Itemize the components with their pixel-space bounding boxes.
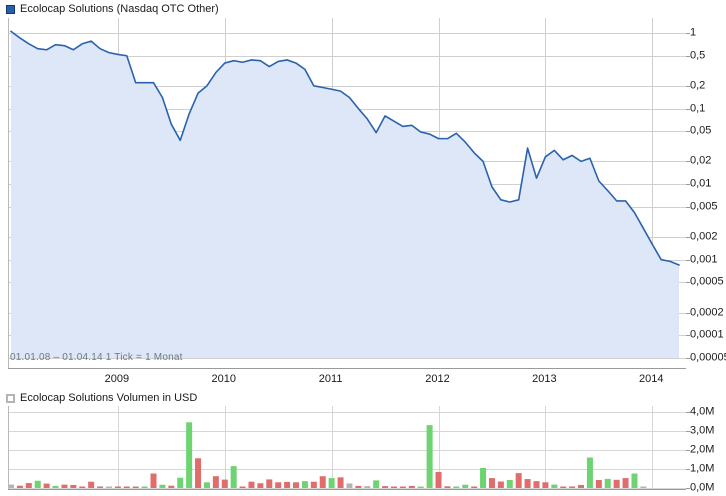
price-panel-title: Ecolocap Solutions (Nasdaq OTC Other)	[20, 3, 219, 15]
price-y-tick-mark	[686, 161, 690, 162]
volume-chart-svg	[9, 406, 687, 490]
x-tick-label-2010: 2010	[211, 373, 236, 385]
volume-y-tick-label: 3,0M	[690, 424, 715, 437]
price-y-tick-mark	[686, 56, 690, 57]
price-y-tick-mark	[686, 335, 690, 336]
price-y-tick-label: 0,5	[690, 49, 706, 62]
price-y-tick-label: 0,001	[690, 253, 718, 266]
x-tick-label-2009: 2009	[104, 373, 130, 385]
price-y-tick-label: 0,005	[690, 200, 718, 213]
volume-axis-baseline	[8, 489, 686, 490]
price-y-tick-label: 0,0005	[690, 275, 724, 288]
price-y-tick-mark	[686, 282, 690, 283]
volume-y-tick-label: 1,0M	[690, 462, 715, 475]
volume-panel-legend: Ecolocap Solutions Volumen in USD	[6, 391, 197, 406]
price-y-tick-label: 0,05	[690, 124, 712, 137]
price-panel-legend: Ecolocap Solutions (Nasdaq OTC Other)	[6, 2, 219, 17]
volume-y-tick-label: 0,0M	[690, 481, 715, 494]
x-tick-label-2014: 2014	[639, 373, 664, 385]
price-y-tick-label: 0,1	[690, 102, 706, 115]
filled-square-icon	[6, 5, 15, 14]
price-chart-plot[interactable]	[8, 18, 687, 368]
price-y-tick-mark	[686, 131, 690, 132]
price-y-tick-mark	[686, 237, 690, 238]
volume-y-tick-label: 4,0M	[690, 405, 715, 418]
volume-y-tick-mark	[686, 488, 690, 489]
x-tick-label-2013: 2013	[532, 373, 557, 385]
x-tick-label-2011: 2011	[318, 373, 343, 385]
price-y-tick-label: 0,00005	[690, 351, 726, 364]
volume-y-tick-mark	[686, 469, 690, 470]
volume-y-tick-mark	[686, 412, 690, 413]
price-y-tick-label: 0,01	[690, 177, 712, 190]
price-y-tick-mark	[686, 109, 690, 110]
price-y-tick-label: 0,02	[690, 154, 712, 167]
price-y-tick-label: 0,0002	[690, 306, 724, 318]
volume-y-tick-mark	[686, 450, 690, 451]
price-y-tick-label: 1	[690, 26, 697, 39]
price-y-tick-mark	[686, 33, 690, 34]
price-y-tick-mark	[686, 313, 690, 314]
x-tick-label-2012: 2012	[425, 373, 450, 385]
price-y-tick-label: 0,2	[690, 79, 706, 92]
price-axis-baseline	[8, 368, 686, 369]
price-y-tick-label: 0,0001	[690, 328, 724, 341]
price-y-tick-mark	[686, 358, 690, 359]
volume-chart-plot[interactable]	[8, 406, 687, 490]
price-chart-svg	[9, 18, 687, 359]
price-y-tick-mark	[686, 207, 690, 208]
price-y-tick-mark	[686, 260, 690, 261]
volume-y-tick-mark	[686, 431, 690, 432]
price-y-tick-mark	[686, 86, 690, 87]
chart-range-info: 01.01.08 – 01.04.14 1 Tick = 1 Monat	[10, 352, 183, 363]
volume-y-tick-label: 2,0M	[690, 443, 715, 456]
price-y-tick-mark	[686, 184, 690, 185]
price-y-tick-label: 0,002	[690, 230, 718, 243]
volume-panel-title: Ecolocap Solutions Volumen in USD	[20, 392, 198, 404]
outlined-square-icon	[6, 394, 15, 403]
x-axis: 2009 2010 2011 2012 2013 2014	[0, 372, 726, 388]
